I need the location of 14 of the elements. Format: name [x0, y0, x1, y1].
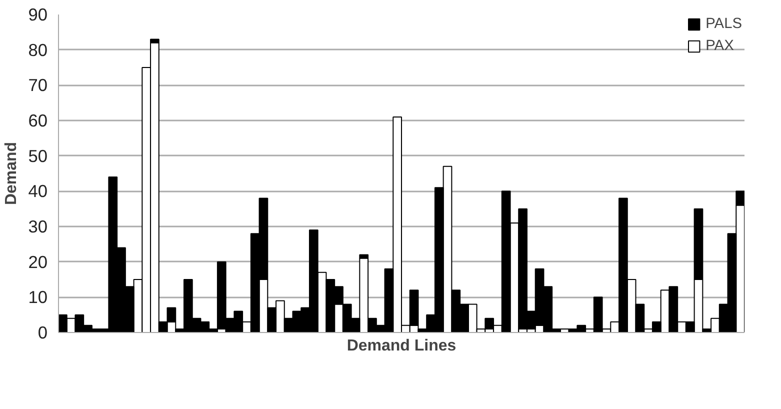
- y-tick-label: 90: [28, 4, 48, 24]
- legend-label: PALS: [706, 16, 742, 32]
- y-tick-label: 20: [28, 252, 48, 272]
- y-tick-label: 0: [38, 322, 48, 342]
- x-axis-title: Demand Lines: [346, 338, 456, 354]
- y-tick-label: 50: [28, 146, 48, 166]
- y-axis-title: Demand: [3, 142, 20, 206]
- y-tick-label: 70: [28, 75, 48, 96]
- y-tick-label: 10: [28, 287, 48, 308]
- legend-label: PAX: [706, 38, 734, 54]
- y-tick-label: 60: [28, 110, 48, 130]
- y-tick-label: 80: [28, 40, 48, 60]
- y-tick-label: 30: [28, 216, 48, 236]
- y-tick-label: 40: [28, 181, 48, 202]
